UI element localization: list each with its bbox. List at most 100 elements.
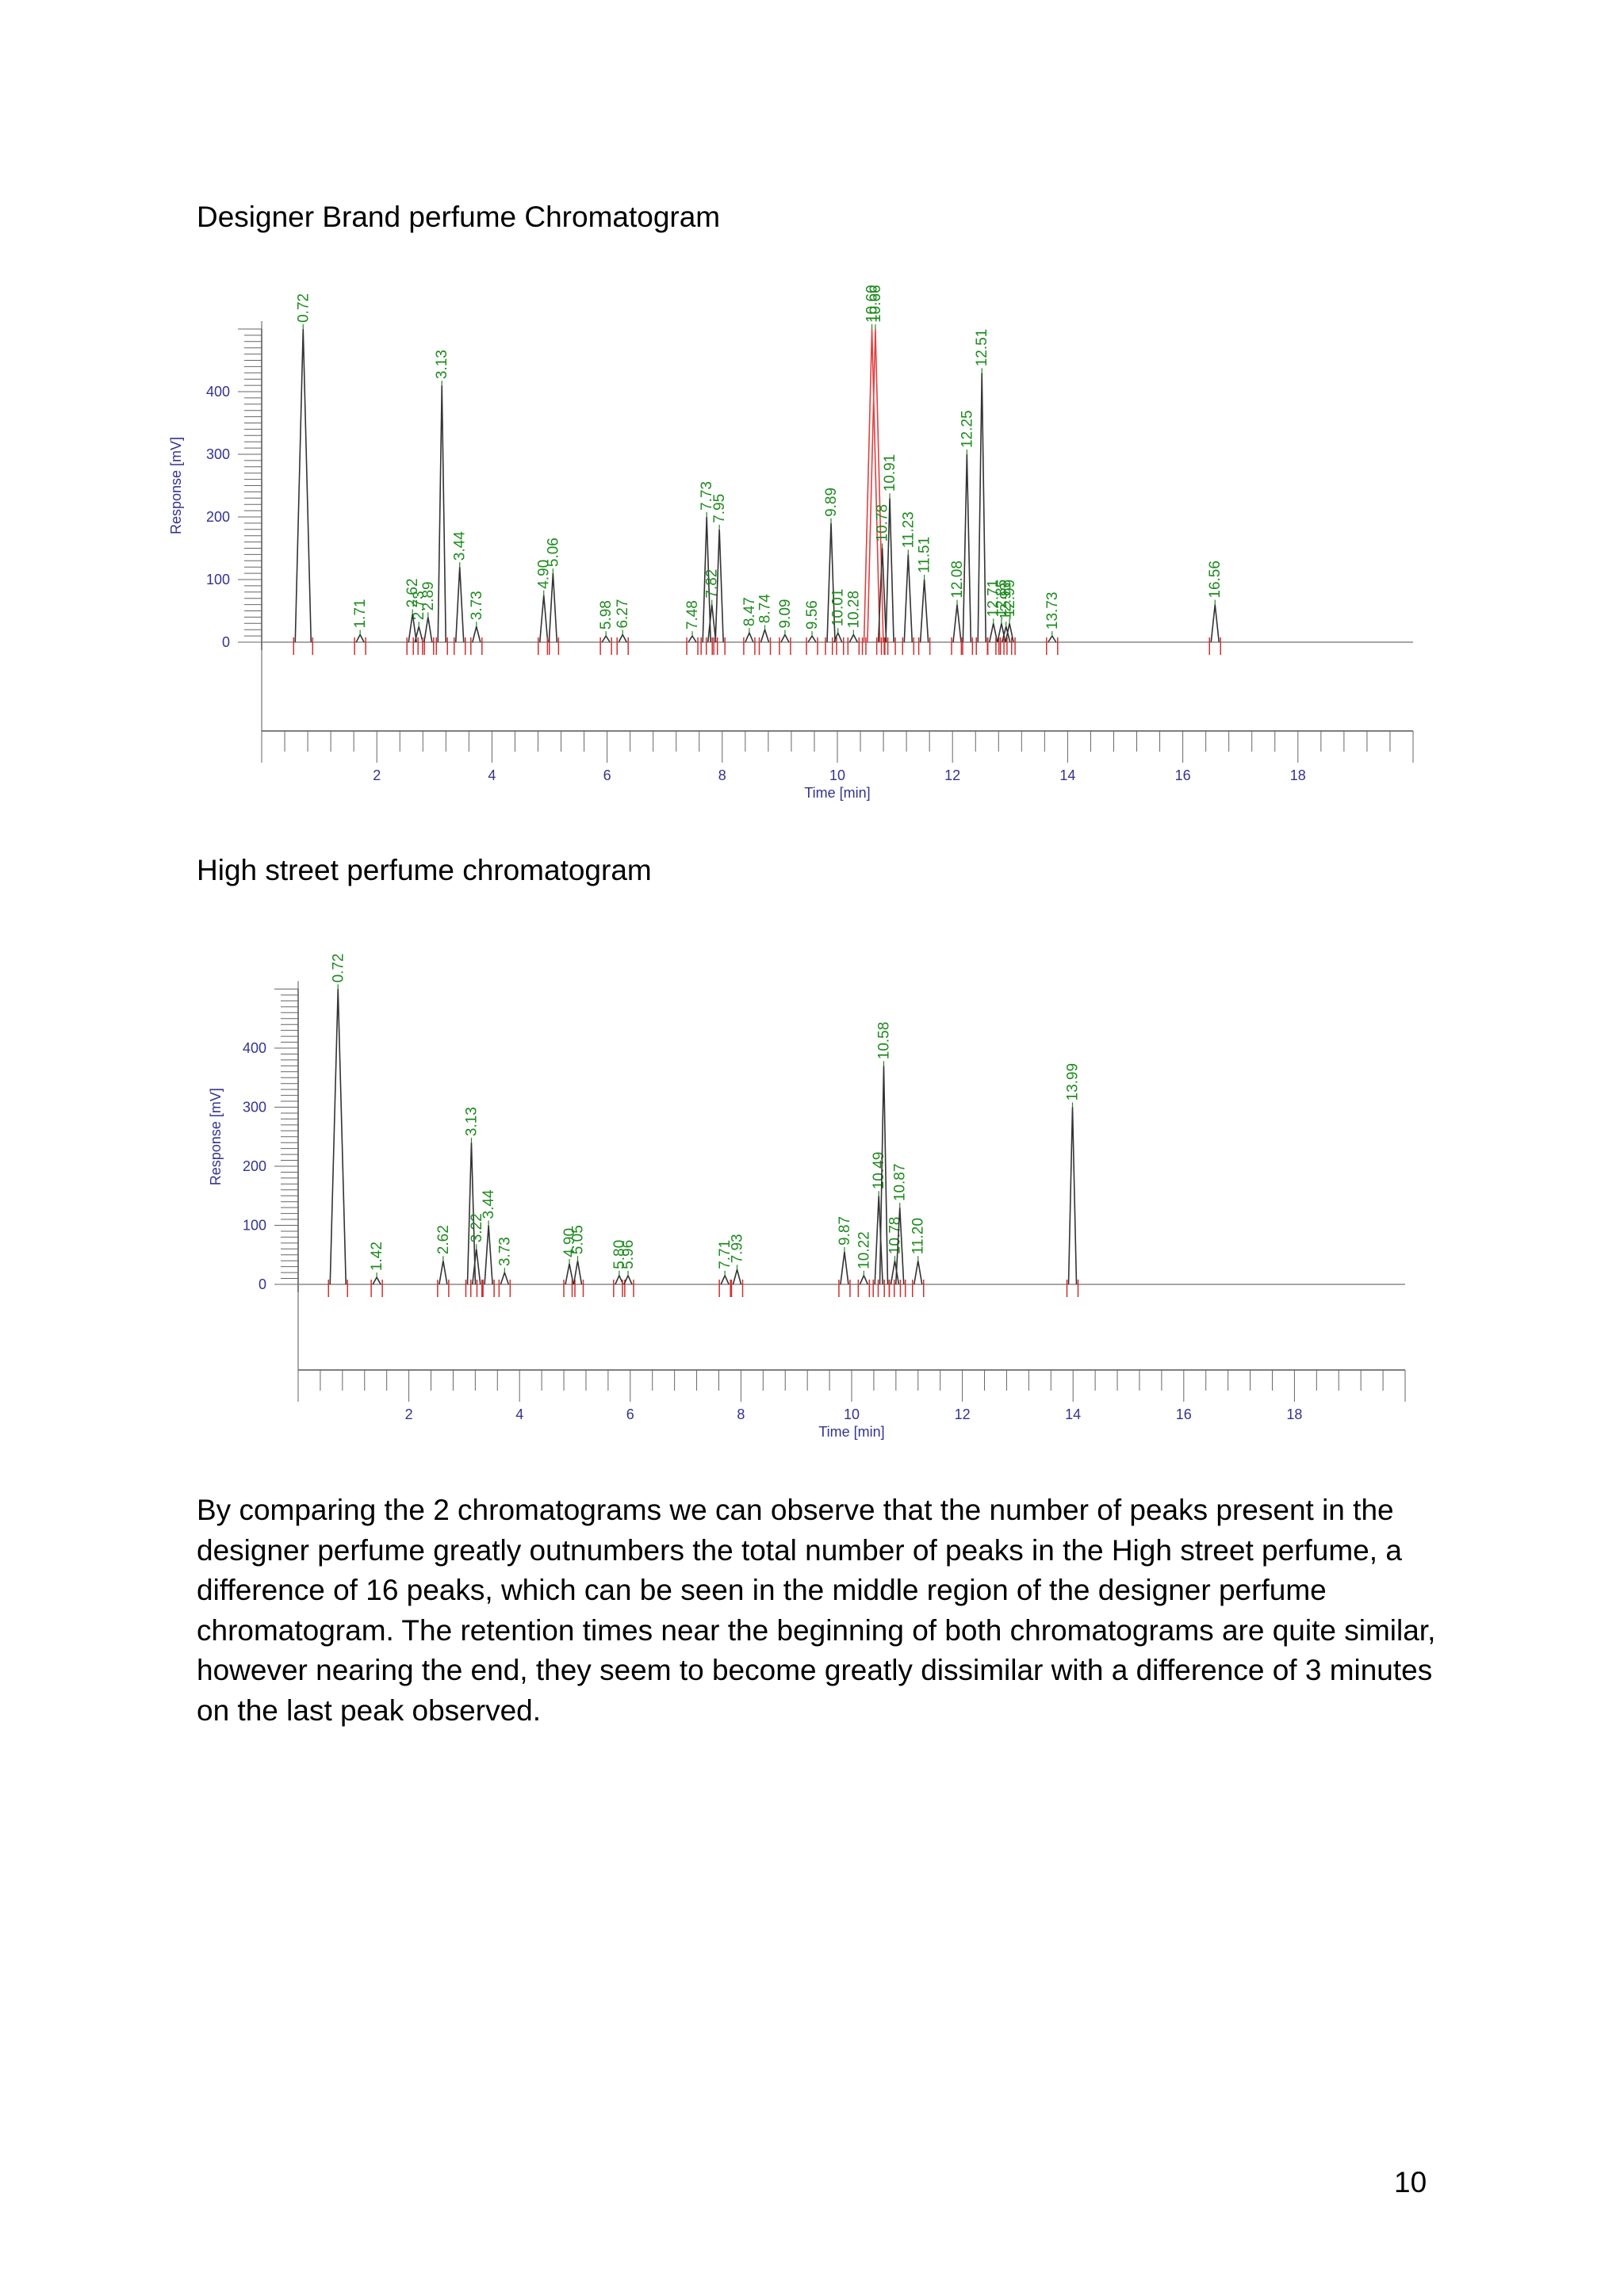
peak: 7.71 (717, 1240, 733, 1297)
peak: 7.93 (730, 1234, 746, 1297)
peak-trace (826, 522, 836, 643)
peak-label: 12.25 (959, 410, 975, 448)
peak: 7.95 (711, 494, 728, 655)
peak: 0.72 (327, 954, 349, 1297)
peak-label: 3.44 (452, 531, 469, 561)
peak-label: 2.62 (404, 578, 421, 607)
peak: 10.87 (892, 1164, 909, 1297)
peak-label: 10.58 (875, 1022, 892, 1060)
designer-chart-caption: Designer Brand perfume Chromatogram (197, 201, 721, 233)
peak: 4.90 (561, 1228, 578, 1297)
peak: 3.44 (481, 1189, 497, 1297)
peak: 11.51 (917, 537, 933, 655)
x-tick-label: 8 (737, 1406, 745, 1422)
peak: 3.13 (434, 350, 450, 655)
peak-trace (894, 1207, 905, 1285)
y-tick-label: 100 (206, 572, 230, 587)
peak-label: 10.66 (868, 285, 884, 323)
peak-trace (848, 633, 859, 643)
peak-label: 16.56 (1207, 561, 1224, 599)
peak: 10.22 (856, 1231, 872, 1297)
y-tick-label: 100 (243, 1218, 266, 1234)
peak-label: 10.01 (830, 589, 847, 627)
x-tick-label: 4 (488, 767, 496, 783)
peak-trace (355, 633, 365, 643)
peak: 10.01 (830, 589, 847, 655)
peak: 11.23 (900, 511, 917, 655)
x-tick-label: 2 (373, 767, 381, 783)
x-tick-label: 14 (1065, 1406, 1081, 1422)
peak-trace (294, 328, 312, 643)
peak-label: 4.90 (536, 560, 553, 589)
peak-label: 11.23 (900, 511, 917, 548)
y-tick-label: 400 (206, 384, 230, 400)
x-tick-label: 6 (626, 1406, 634, 1422)
y-tick-label: 0 (259, 1276, 266, 1292)
peak: 6.27 (615, 599, 631, 655)
peak-label: 9.89 (823, 488, 840, 517)
peak: 12.25 (959, 410, 975, 655)
peak-label: 0.72 (330, 954, 347, 983)
peak-trace (1048, 634, 1057, 643)
peak-label: 1.71 (352, 599, 369, 629)
x-tick-label: 10 (844, 1406, 860, 1422)
peak-label: 5.98 (598, 600, 615, 629)
peak-label: 7.71 (717, 1240, 733, 1269)
peak-label: 5.80 (611, 1240, 628, 1269)
peak-trace (437, 385, 447, 643)
designer-chromatogram: 0 100 200 300 400 Response [mV] 2 4 6 8 10 12 14 16 18… (168, 285, 1414, 801)
peak-label: 4.90 (561, 1228, 578, 1257)
peak-label: 2.73 (411, 591, 427, 620)
peak-label: 3.13 (434, 350, 450, 379)
peak: 10.78 (875, 504, 891, 655)
peak: 2.62 (435, 1225, 452, 1297)
peak-trace (859, 1273, 869, 1285)
peak-trace (962, 453, 972, 643)
peak: 3.13 (463, 1107, 480, 1297)
peak: 13.73 (1044, 592, 1061, 655)
peak-label: 6.27 (615, 599, 631, 629)
peak-trace (573, 1261, 583, 1285)
peak: 5.06 (545, 538, 561, 655)
high-street-chart-caption: High street perfume chromatogram (197, 854, 652, 886)
x-axis-label: Time [min] (804, 785, 870, 801)
peak-label: 7.95 (711, 494, 728, 523)
peak: 12.93 (998, 583, 1015, 655)
peak-label: 9.56 (804, 600, 821, 629)
x-tick-label: 18 (1290, 767, 1306, 783)
peak-label: 10.91 (882, 454, 898, 492)
peak-trace (565, 1263, 574, 1285)
peak: 0.72 (293, 293, 314, 655)
peak-label: 10.87 (892, 1164, 909, 1202)
comparison-paragraph: By comparing the 2 chromatograms we can … (197, 1494, 1436, 1727)
peak-trace (601, 634, 611, 643)
peak-trace (745, 631, 754, 643)
peak-trace (439, 1261, 448, 1285)
x-tick-label: 10 (829, 767, 845, 783)
x-tick-label: 14 (1059, 767, 1075, 783)
peak-trace (720, 1273, 730, 1285)
peak-trace (780, 633, 790, 643)
x-tick-label: 18 (1286, 1406, 1302, 1422)
peak: 7.82 (704, 569, 721, 655)
peak: 9.87 (837, 1216, 853, 1297)
peak: 1.71 (352, 599, 369, 655)
peak: 3.44 (452, 531, 469, 655)
peak: 7.73 (699, 481, 715, 655)
peak: 3.22 (469, 1213, 485, 1297)
peak: 9.89 (823, 488, 840, 655)
peak-label: 12.71 (986, 580, 1002, 618)
peak: 2.62 (404, 578, 421, 655)
peak-trace (423, 617, 433, 643)
peak: 5.96 (620, 1240, 637, 1297)
y-tick-label: 300 (206, 446, 230, 462)
peak: 5.98 (598, 600, 615, 655)
peak: 9.09 (777, 599, 794, 655)
peak-trace (471, 1249, 481, 1285)
peak: 12.08 (949, 561, 966, 655)
peak-label: 5.06 (545, 538, 561, 567)
peak-trace (833, 631, 843, 643)
peak: 10.28 (845, 591, 862, 655)
peak: 10.91 (882, 454, 898, 655)
peak-trace (618, 633, 627, 643)
